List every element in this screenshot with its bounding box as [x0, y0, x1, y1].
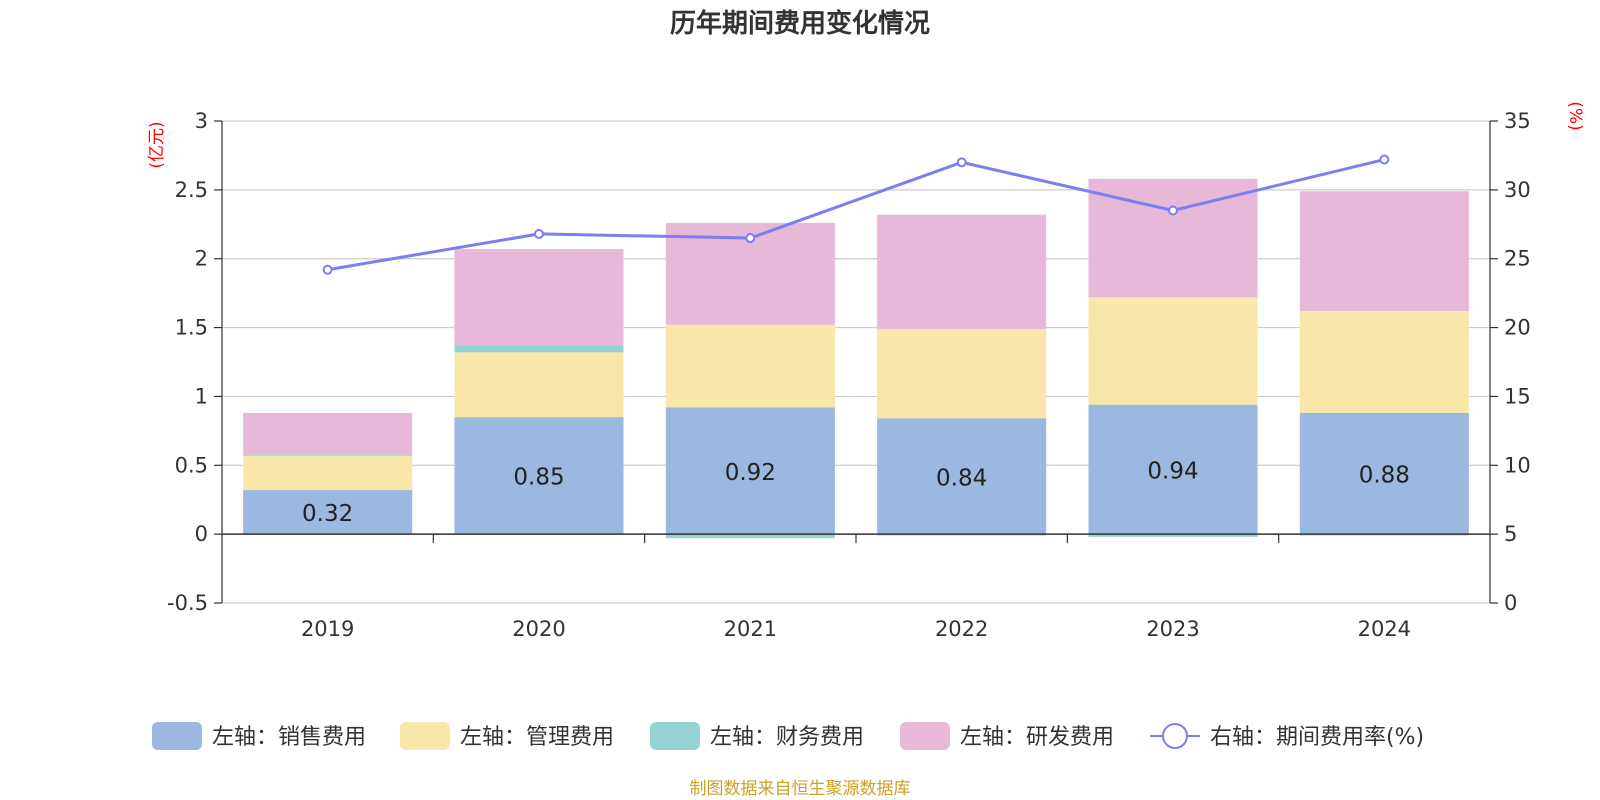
bar-segment [1299, 311, 1469, 413]
bar-labels: 0.32 0.85 0.92 0.84 0.94 0.88 [302, 458, 1410, 527]
x-axis-tick-label: 2020 [512, 617, 565, 641]
right-axis-tick-label: 10 [1504, 453, 1531, 477]
left-axis-name: (亿元) [147, 121, 167, 168]
rate-point [1379, 154, 1390, 165]
legend-swatch [152, 722, 202, 750]
legend-label: 左轴：研发费用 [960, 725, 1114, 750]
rate-point [1168, 205, 1178, 216]
legend-marker [1162, 723, 1188, 749]
bar-segment [454, 345, 624, 353]
legend-label: 左轴：财务费用 [710, 725, 864, 750]
left-axis-tick-label: 2 [195, 247, 208, 271]
bar-data-label: 0.84 [936, 465, 987, 491]
bar-segment [243, 412, 413, 455]
left-axis-tick-label: 2.5 [175, 178, 208, 202]
bar-segment [243, 454, 413, 456]
rate-point [745, 233, 756, 244]
rate-point [322, 264, 333, 275]
bar-segment [243, 490, 413, 535]
bar-data-label: 0.32 [302, 501, 353, 527]
left-axis-tick-label: -0.5 [167, 591, 208, 615]
x-axis-tick-label: 2022 [935, 617, 988, 641]
bar-segment [877, 214, 1047, 329]
legend-swatch [650, 722, 700, 750]
right-axis-tick-label: 5 [1504, 522, 1517, 546]
legend-label: 左轴：管理费用 [460, 725, 614, 750]
bar-data-label: 0.85 [513, 465, 564, 491]
right-axis-tick-label: 20 [1504, 316, 1531, 340]
chart-title: 历年期间费用变化情况 [670, 8, 930, 39]
bar-segment [454, 352, 624, 418]
bar-segment [665, 324, 835, 408]
bars [243, 178, 1469, 539]
x-axis-tick-label: 2023 [1146, 617, 1199, 641]
right-axis-tick-label: 15 [1504, 384, 1531, 408]
bar-segment [665, 534, 835, 539]
right-axis-tick-label: 35 [1504, 109, 1531, 133]
left-axis-tick-label: 1 [195, 384, 208, 408]
rate-point [534, 228, 544, 239]
bar-segment [877, 328, 1047, 419]
x-axis-tick-label: 2024 [1358, 617, 1411, 641]
bar-segment [1299, 191, 1469, 312]
bar-segment [454, 249, 624, 346]
legend-label: 左轴：销售费用 [212, 725, 366, 750]
left-axis-tick-label: 0 [195, 522, 208, 546]
right-axis-name: (%) [1565, 101, 1585, 130]
rate-line-path [327, 158, 1385, 272]
left-axis-tick-label: 0.5 [175, 453, 208, 477]
left-axis-tick-label: 1.5 [175, 316, 208, 340]
x-axis-tick-label: 2019 [301, 617, 354, 641]
legend: 左轴：销售费用 左轴：管理费用 左轴：财务费用 左轴：研发费用 右轴：期间费用率(%) [152, 722, 1424, 750]
bar-segment [1088, 297, 1258, 405]
legend-swatch [400, 722, 450, 750]
bar-data-label: 0.92 [725, 460, 776, 486]
bar-segment [877, 418, 1047, 535]
bar-data-label: 0.94 [1147, 458, 1198, 484]
source-note: 制图数据来自恒生聚源数据库 [690, 779, 911, 799]
rate-line [322, 154, 1390, 275]
right-axis-tick-label: 30 [1504, 178, 1531, 202]
bar-segment [454, 417, 624, 535]
bar-segment [665, 407, 835, 535]
bar-segment [1088, 534, 1258, 537]
right-axis-tick-label: 25 [1504, 247, 1531, 271]
bar-segment [1299, 412, 1469, 535]
bar-segment [1088, 404, 1258, 535]
right-axis-tick-label: 0 [1504, 591, 1517, 615]
bar-segment [243, 455, 413, 491]
bar-data-label: 0.88 [1359, 463, 1410, 489]
x-axis-tick-label: 2021 [724, 617, 777, 641]
legend-swatch [900, 722, 950, 750]
left-axis-tick-label: 3 [195, 109, 208, 133]
legend-label: 右轴：期间费用率(%) [1210, 725, 1424, 750]
rate-point [956, 157, 967, 168]
